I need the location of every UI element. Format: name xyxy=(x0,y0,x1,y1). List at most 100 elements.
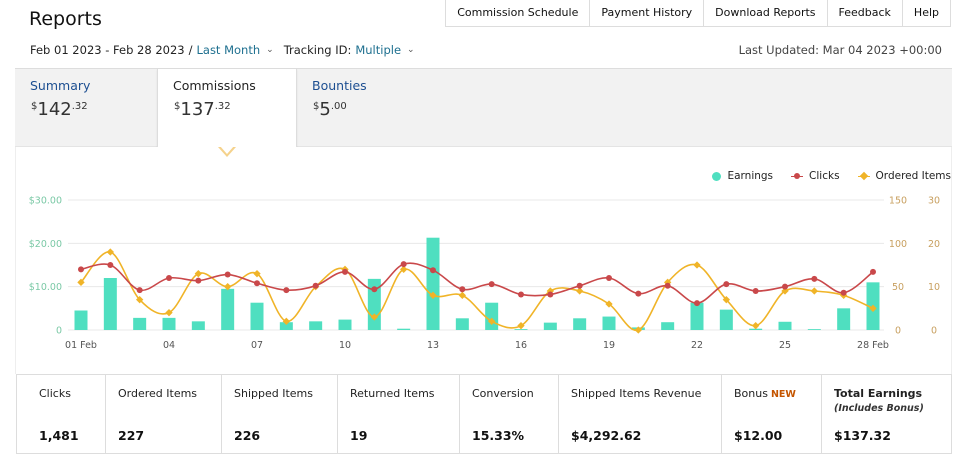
last-updated: Last Updated: Mar 04 2023 +00:00 xyxy=(738,43,942,57)
y-right2-tick-label: 30 xyxy=(928,196,940,207)
ordered-items-point xyxy=(605,300,613,308)
stat-sub: (Includes Bonus) xyxy=(834,403,924,414)
earnings-bar xyxy=(573,318,587,330)
x-tick-label: 22 xyxy=(691,340,703,351)
clicks-point xyxy=(459,286,466,293)
tab-commissions[interactable]: Commissions $137.32 xyxy=(157,69,297,151)
clicks-point xyxy=(547,291,554,298)
chevron-down-icon[interactable]: ⌄ xyxy=(407,45,415,55)
nav-help[interactable]: Help xyxy=(901,0,950,26)
stat-value: $12.00 xyxy=(734,428,783,443)
stat-bonus: Bonus NEW $12.00 xyxy=(721,375,821,453)
stat-value: $137.32 xyxy=(834,428,891,443)
clicks-point xyxy=(430,267,436,274)
legend-ordered-items[interactable]: Ordered Items xyxy=(857,170,951,182)
earnings-bar xyxy=(602,316,616,330)
stat-value: 1,481 xyxy=(39,428,79,443)
earnings-bar xyxy=(103,278,117,330)
clicks-point xyxy=(78,266,84,273)
tab-commissions-amount: $137.32 xyxy=(174,99,231,120)
clicks-point xyxy=(752,288,759,294)
clicks-line xyxy=(80,262,874,304)
ordered-items-point xyxy=(781,287,789,295)
earnings-dot-icon xyxy=(712,171,722,181)
nav-download-reports[interactable]: Download Reports xyxy=(703,0,826,26)
clicks-line-icon xyxy=(791,172,804,181)
x-tick-label: 01 Feb xyxy=(65,340,97,351)
clicks-point xyxy=(166,275,172,281)
stat-returned-items: Returned Items 19 xyxy=(337,375,459,453)
ordered-items-point xyxy=(634,326,643,334)
clicks-point xyxy=(312,282,319,289)
clicks-point xyxy=(811,275,818,282)
earnings-bar xyxy=(250,302,264,330)
page-title: Reports xyxy=(29,8,102,30)
y-right2-tick-label: 20 xyxy=(928,239,940,250)
clicks-point xyxy=(606,275,612,281)
clicks-point xyxy=(371,286,378,293)
earnings-bar xyxy=(837,308,851,330)
stat-total-earnings: Total Earnings (Includes Bonus) $137.32 xyxy=(821,375,951,453)
chart-legend: Earnings Clicks Ordered Items xyxy=(712,170,951,182)
nav-feedback[interactable]: Feedback xyxy=(826,0,902,26)
y-left-tick-label: $10.00 xyxy=(29,282,62,293)
ordered-items-point xyxy=(223,282,232,291)
new-badge: NEW xyxy=(770,389,796,400)
x-tick-label: 13 xyxy=(427,340,439,351)
clicks-point xyxy=(254,280,260,287)
chevron-down-icon[interactable]: ⌄ xyxy=(266,45,274,55)
nav-payment-history[interactable]: Payment History xyxy=(589,0,703,26)
ordered-items-point xyxy=(106,248,115,256)
earnings-bar xyxy=(338,319,352,330)
period-dropdown[interactable]: Last Month xyxy=(196,43,261,57)
clicks-point xyxy=(342,268,348,275)
stat-shipped-items: Shipped Items 226 xyxy=(221,375,337,453)
y-right-tick-label: 50 xyxy=(892,282,904,293)
earnings-bar xyxy=(426,237,440,330)
x-tick-label: 25 xyxy=(779,340,791,351)
earnings-chart: 0 $10.00 $20.00 $30.00 0 50 100 150 0 10 20 30 01 Fe… xyxy=(29,196,940,352)
y-right-tick-label: 100 xyxy=(889,239,907,250)
earnings-bar xyxy=(221,288,235,330)
ordered-items-point xyxy=(370,313,379,321)
clicks-point xyxy=(195,277,202,284)
legend-clicks[interactable]: Clicks xyxy=(791,170,840,182)
y-right2-tick-label: 10 xyxy=(928,282,940,293)
earnings-bar xyxy=(133,317,147,330)
clicks-point xyxy=(136,287,143,294)
clicks-point xyxy=(488,281,495,288)
tab-summary-label: Summary xyxy=(30,78,91,93)
x-tick-label: 10 xyxy=(339,340,351,351)
earnings-bar xyxy=(162,317,176,330)
earnings-bar xyxy=(690,302,704,330)
top-nav: Commission Schedule Payment History Down… xyxy=(445,0,951,27)
nav-commission-schedule[interactable]: Commission Schedule xyxy=(457,6,579,19)
stat-shipped-revenue: Shipped Items Revenue $4,292.62 xyxy=(558,375,721,453)
tab-bounties-label: Bounties xyxy=(312,78,367,93)
filter-separator: / xyxy=(188,43,193,57)
chart-panel: 0 $10.00 $20.00 $30.00 0 50 100 150 0 10 20 30 01 Fe… xyxy=(15,147,952,374)
ordered-items-point xyxy=(458,291,467,300)
ordered-items-point xyxy=(575,287,584,295)
stat-ordered-items: Ordered Items 227 xyxy=(105,375,221,453)
tab-summary[interactable]: Summary $142.32 xyxy=(15,69,157,149)
earnings-bar xyxy=(514,329,528,330)
clicks-point xyxy=(576,282,583,289)
stat-clicks: Clicks 1,481 xyxy=(39,387,79,443)
earnings-bar xyxy=(543,322,557,330)
legend-earnings[interactable]: Earnings xyxy=(712,170,773,182)
stats-row: Clicks 1,481 Ordered Items 227 Shipped I… xyxy=(16,374,952,454)
earnings-bar xyxy=(778,321,792,330)
ordered-items-line xyxy=(80,251,874,331)
tab-bounties[interactable]: Bounties $5.00 xyxy=(297,69,437,149)
x-tick-label: 07 xyxy=(251,340,263,351)
y-right-tick-label: 0 xyxy=(895,326,901,337)
ordered-items-point xyxy=(693,261,701,269)
earnings-bar xyxy=(279,322,293,330)
earnings-bar xyxy=(74,310,88,330)
tracking-id-dropdown[interactable]: Multiple xyxy=(355,43,402,57)
tab-commissions-label: Commissions xyxy=(173,78,256,93)
clicks-point xyxy=(664,282,671,289)
ordered-items-point xyxy=(165,308,173,317)
earnings-bar xyxy=(719,309,733,330)
